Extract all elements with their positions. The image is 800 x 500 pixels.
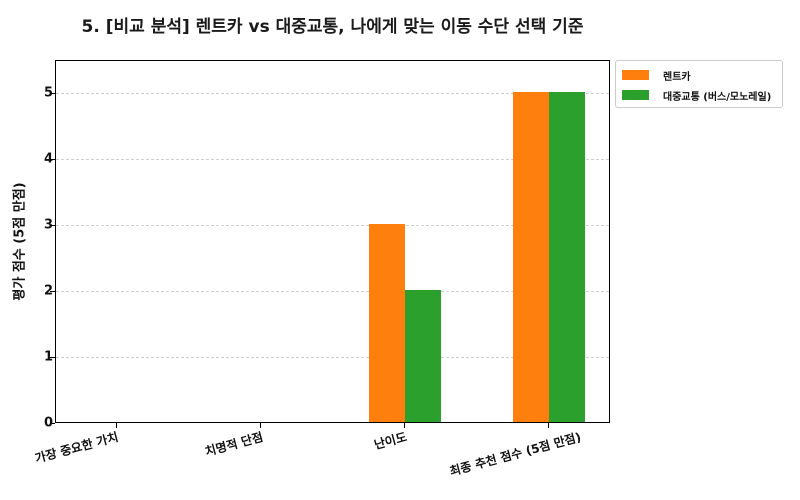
bar (404, 290, 441, 422)
y-tick-mark (50, 357, 55, 358)
legend-label-public-transit: 대중교통 (버스/모노레일) (663, 91, 772, 103)
legend-label-rentcar: 렌트카 (663, 71, 691, 83)
legend-swatch-rentcar (622, 70, 649, 80)
y-tick-label: 2 (43, 283, 53, 299)
gridline (56, 93, 609, 94)
y-tick-label: 1 (43, 349, 53, 365)
bar (368, 224, 405, 422)
plot-area (55, 60, 610, 423)
y-tick-label: 4 (43, 151, 53, 167)
bar (512, 92, 549, 422)
x-tick-label: 가장 중요한 가치 (32, 429, 120, 466)
x-tick-label: 치명적 단점 (203, 429, 265, 459)
y-tick-mark (50, 93, 55, 94)
gridline (56, 159, 609, 160)
x-tick-label: 난이도 (372, 429, 409, 453)
bar (549, 92, 586, 422)
gridline (56, 357, 609, 358)
y-tick-mark (50, 291, 55, 292)
x-tick-mark (259, 423, 261, 428)
x-tick-mark (115, 423, 117, 428)
y-axis-label: 평가 점수 (5점 만점) (12, 182, 28, 301)
legend-item-public-transit: 대중교통 (버스/모노레일) (622, 88, 772, 103)
gridline (56, 291, 609, 292)
x-tick-mark (403, 423, 405, 428)
gridline (56, 225, 609, 226)
y-tick-label: 0 (43, 415, 53, 431)
chart-title: 5. [비교 분석] 렌트카 vs 대중교통, 나에게 맞는 이동 수단 선택 … (81, 17, 584, 37)
legend-swatch-public-transit (622, 90, 649, 100)
y-tick-label: 5 (43, 85, 53, 101)
legend-item-rentcar: 렌트카 (622, 68, 691, 83)
y-tick-mark (50, 159, 55, 160)
x-tick-label: 최종 추천 점수 (5점 만점) (448, 429, 583, 479)
x-tick-mark (548, 423, 549, 428)
legend: 렌트카 대중교통 (버스/모노레일) (615, 60, 783, 108)
y-tick-mark (50, 423, 55, 424)
y-tick-label: 3 (43, 217, 53, 233)
y-tick-mark (50, 225, 55, 226)
